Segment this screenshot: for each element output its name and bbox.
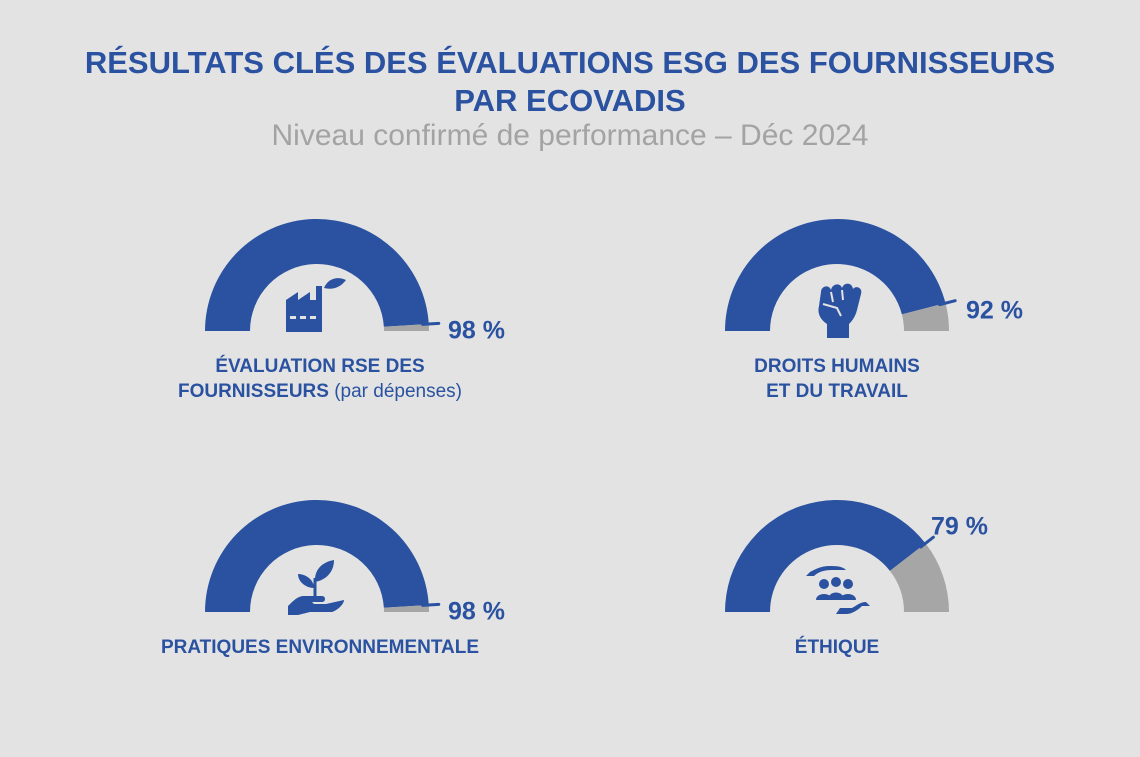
factory-icon <box>286 278 346 332</box>
gauge-droits-humains: 92 % <box>725 218 1023 331</box>
chart-subtitle: Niveau confirmé de performance – Déc 202… <box>271 119 869 152</box>
label-rse-line1: ÉVALUATION RSE DES <box>215 356 425 377</box>
plant-in-hand-icon <box>288 560 344 615</box>
gauge-value-label: 92 % <box>966 297 1023 325</box>
chart-title: RÉSULTATS CLÉS DES ÉVALUATIONS ESG DES F… <box>0 44 1140 120</box>
label-ethique: ÉTHIQUE <box>794 637 880 658</box>
label-droits-humains: DROITS HUMAINS ET DU TRAVAIL <box>632 354 1042 404</box>
gauge-value-label: 79 % <box>931 513 988 541</box>
gauge-environnement: 98 % <box>205 500 505 626</box>
gauge-remainder-arc <box>383 323 429 331</box>
gauge-value-label: 98 % <box>448 598 505 626</box>
gauge-remainder-arc <box>889 543 949 612</box>
gauge-leader-line <box>421 321 441 326</box>
title-line-1: RÉSULTATS CLÉS DES ÉVALUATIONS ESG DES F… <box>84 45 1056 80</box>
protected-group-icon <box>806 566 870 614</box>
gauge-value-arc <box>205 219 429 331</box>
gauge-leader-line <box>938 299 957 307</box>
raised-fist-icon <box>818 283 862 338</box>
gauge-value-arc <box>725 218 946 331</box>
label-rse-line2: FOURNISSEURS (par dépenses) <box>110 379 530 404</box>
gauge-remainder-arc <box>901 303 949 331</box>
label-droits-line2: ET DU TRAVAIL <box>766 381 908 402</box>
title-line-2: PAR ECOVADIS <box>454 83 686 118</box>
label-rse-bold: FOURNISSEURS <box>177 381 329 402</box>
gauge-leader-line <box>919 535 935 549</box>
gauge-value-arc <box>725 500 926 612</box>
label-rse-normal: (par dépenses) <box>334 381 463 402</box>
gauge-value-label: 98 % <box>448 317 505 345</box>
gauge-leader-line <box>421 602 441 607</box>
gauge-ethique: 79 % <box>725 500 988 612</box>
gauge-rse: 98 % <box>205 219 505 345</box>
gauge-value-arc <box>205 500 429 612</box>
label-rse: ÉVALUATION RSE DES FOURNISSEURS (par dép… <box>110 354 530 404</box>
gauge-remainder-arc <box>383 604 429 612</box>
label-environnement: PRATIQUES ENVIRONNEMENTALE <box>160 637 480 658</box>
label-droits-line1: DROITS HUMAINS <box>754 356 920 377</box>
